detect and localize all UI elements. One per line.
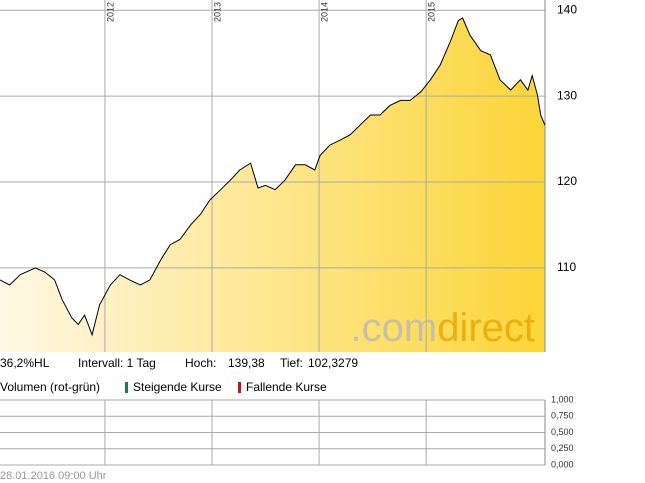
legend-label: Fallende Kurse xyxy=(246,380,327,394)
y-tick-label: 0,500 xyxy=(551,427,574,437)
watermark: .comdirect xyxy=(351,306,536,350)
footer: 28.01.2016 09:00 Uhr xyxy=(0,470,107,482)
info-text: Intervall: 1 Tag xyxy=(78,356,156,370)
info-text: 102,3279 xyxy=(308,356,358,370)
info-text: Hoch: xyxy=(185,356,216,370)
y-tick-label: 110 xyxy=(557,260,576,274)
price-line xyxy=(0,17,546,337)
y-tick-label: 1,000 xyxy=(551,394,574,404)
volume-title: Volumen (rot-grün) xyxy=(0,380,100,394)
y-tick-label: 0,000 xyxy=(551,459,574,469)
y-tick-label: 130 xyxy=(557,88,577,102)
legend-swatch xyxy=(238,382,241,393)
y-tick-label: 0,750 xyxy=(551,411,574,421)
area xyxy=(0,18,545,352)
watermark-part: direct xyxy=(437,306,535,350)
x-tick-label: 2015 xyxy=(427,2,437,22)
y-tick-label: 120 xyxy=(557,174,577,188)
info-text: 36,2%HL xyxy=(0,356,50,370)
watermark-part: .com xyxy=(351,306,438,350)
legend-label: Steigende Kurse xyxy=(133,380,222,394)
y-tick-label: 140 xyxy=(557,2,577,16)
x-tick-label: 2013 xyxy=(212,2,222,22)
info-text: 139,38 xyxy=(228,356,265,370)
legend-swatch xyxy=(125,382,128,393)
info-text: Tief: xyxy=(280,356,303,370)
y-tick-label: 0,250 xyxy=(551,443,574,453)
x-tick-label: 2012 xyxy=(105,2,115,22)
x-tick-label: 2014 xyxy=(319,2,329,22)
